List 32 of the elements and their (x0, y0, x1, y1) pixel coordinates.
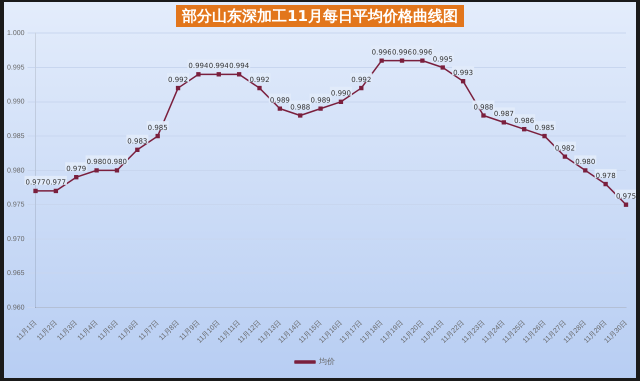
point (603, 182, 608, 186)
chart-title: 部分山东深加工11月每日平均价格曲线图 (176, 5, 464, 27)
point (135, 148, 140, 152)
point (318, 106, 323, 111)
point (298, 113, 302, 118)
point (114, 168, 120, 173)
point (502, 120, 506, 125)
point (33, 188, 38, 194)
point (338, 100, 344, 104)
point (359, 86, 364, 90)
point (460, 79, 466, 84)
point (236, 72, 242, 77)
point (74, 175, 78, 180)
point (440, 65, 445, 70)
legend-label: 均价 (318, 357, 335, 366)
point (400, 58, 404, 63)
point (542, 134, 547, 138)
point (196, 72, 201, 77)
point (54, 188, 58, 194)
point (156, 134, 160, 138)
point (94, 168, 99, 173)
point (176, 86, 180, 90)
point (583, 168, 588, 173)
point (216, 72, 221, 77)
point (257, 86, 262, 90)
point (562, 154, 568, 159)
point (481, 113, 486, 118)
point (522, 127, 526, 132)
point (380, 58, 384, 63)
point (420, 58, 425, 63)
point (278, 106, 282, 111)
point (624, 202, 628, 207)
